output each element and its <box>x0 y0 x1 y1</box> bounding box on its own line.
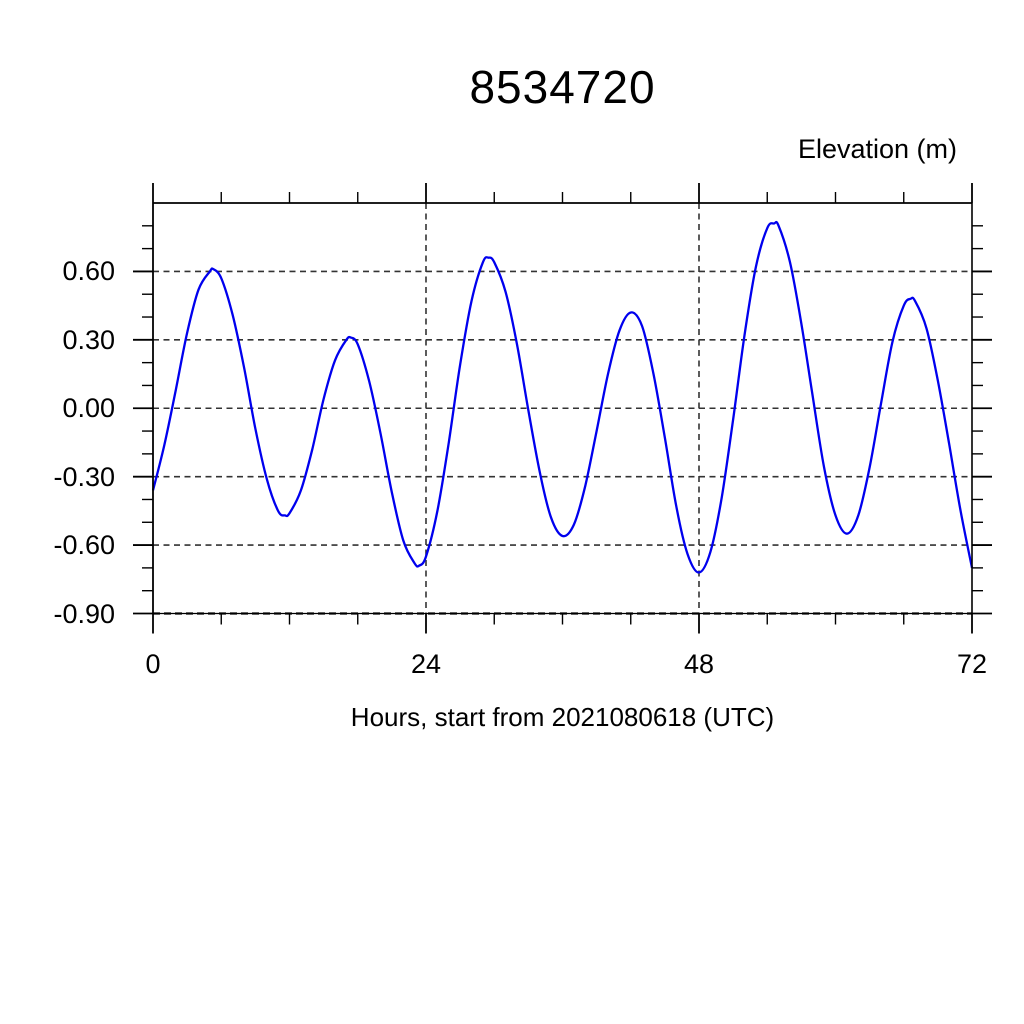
x-tick-label: 48 <box>683 649 715 679</box>
elevation-series-line <box>151 220 974 574</box>
station-id-title: 8534720 <box>469 61 656 113</box>
x-axis-label: Hours, start from 2021080618 (UTC) <box>350 702 775 732</box>
y-tick-label: -0.90 <box>53 598 115 629</box>
y-tick-label: -0.30 <box>53 461 115 492</box>
x-tick-label: 24 <box>410 649 442 679</box>
axis-ticks <box>133 183 992 634</box>
gridlines <box>153 203 972 614</box>
y-tick-label: 0.30 <box>62 324 115 355</box>
x-tick-label: 72 <box>956 649 988 679</box>
elevation-unit-label: Elevation (m) <box>797 134 957 164</box>
x-tick-label: 0 <box>145 649 161 679</box>
y-tick-label: 0.60 <box>62 256 115 287</box>
y-tick-label: -0.60 <box>53 530 115 561</box>
y-tick-label: 0.00 <box>62 393 115 424</box>
tide-elevation-curve <box>151 220 974 574</box>
